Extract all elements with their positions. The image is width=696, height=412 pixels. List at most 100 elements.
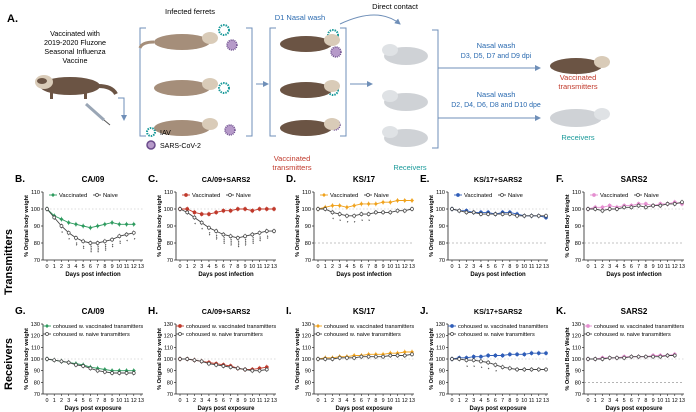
data-point: [74, 362, 78, 367]
panel-letter: G.: [15, 306, 26, 317]
data-point: [529, 367, 534, 372]
significance-marker: *: [59, 231, 64, 233]
x-tick-label: 13: [543, 264, 549, 270]
x-tick-label: 5: [82, 264, 85, 270]
data-point: [52, 358, 57, 363]
chart-title: SARS2: [621, 175, 648, 184]
legend-label: cohoused w. vaccinated transmitters: [458, 324, 548, 330]
data-point: [110, 237, 114, 242]
y-tick-label: 80: [167, 380, 173, 386]
data-point: [52, 215, 57, 220]
x-tick-label: 11: [665, 398, 671, 404]
y-tick-label: 80: [34, 380, 40, 386]
x-tick-label: 10: [116, 264, 122, 270]
y-tick-label: 110: [572, 190, 581, 196]
y-tick-label: 80: [34, 241, 40, 247]
data-point: [593, 357, 598, 361]
x-tick-label: 8: [374, 264, 377, 270]
data-point: [493, 212, 498, 216]
data-point: [486, 360, 491, 365]
data-point: [629, 354, 634, 359]
x-tick-label: 8: [644, 398, 647, 404]
x-tick-label: 7: [229, 398, 232, 404]
data-point: [388, 210, 393, 215]
x-tick-label: 2: [193, 264, 196, 270]
data-point: [381, 354, 385, 359]
data-point: [536, 351, 541, 356]
legend-marker: [228, 193, 232, 197]
data-point: [586, 357, 590, 361]
data-point: [207, 225, 211, 230]
x-tick-label: 9: [244, 398, 247, 404]
y-tick-label: 70: [439, 392, 445, 398]
data-point: [388, 353, 393, 358]
legend-sars-icon: [146, 140, 156, 150]
y-tick-label: 90: [439, 224, 445, 230]
data-point: [45, 207, 49, 211]
data-point: [235, 207, 240, 211]
data-point: [479, 359, 483, 364]
data-point: [185, 357, 190, 361]
data-point: [643, 354, 648, 359]
x-tick-label: 10: [657, 264, 663, 270]
data-point: [272, 229, 276, 233]
x-tick-label: 1: [458, 264, 461, 270]
vaccinated-transmitter-2: [280, 80, 340, 98]
data-point: [658, 203, 663, 208]
significance-marker: *: [359, 219, 364, 221]
receiver-ferret-3: [382, 126, 428, 147]
data-point: [500, 353, 505, 358]
x-tick-label: 13: [138, 264, 144, 270]
significance-marker: **: [110, 244, 115, 248]
data-point: [257, 230, 262, 235]
data-point: [192, 215, 197, 220]
data-point: [345, 355, 349, 360]
y-tick-label: 90: [305, 224, 311, 230]
x-tick-label: 1: [324, 264, 327, 270]
y-axis-label: % Original body weight: [429, 328, 435, 390]
y-tick-label: 110: [302, 345, 311, 351]
data-point: [622, 355, 627, 360]
x-tick-label: 13: [679, 264, 685, 270]
data-point: [643, 205, 648, 210]
data-point: [615, 207, 619, 211]
x-tick-label: 9: [382, 398, 385, 404]
legend-marker: [456, 193, 460, 197]
x-tick-label: 10: [249, 398, 255, 404]
data-point: [402, 350, 407, 354]
data-point: [117, 371, 122, 375]
data-point: [402, 198, 407, 203]
x-tick-label: 1: [186, 264, 189, 270]
data-point: [651, 354, 655, 359]
x-tick-label: 2: [331, 264, 334, 270]
data-point: [221, 232, 226, 237]
y-tick-label: 80: [305, 380, 311, 386]
y-axis-label: % Original body weight: [295, 195, 301, 257]
y-tick-label: 70: [34, 392, 40, 398]
x-tick-label: 13: [271, 398, 277, 404]
data-point: [366, 212, 371, 216]
legend-label: Naive: [644, 193, 659, 199]
x-tick-label: 5: [623, 264, 626, 270]
x-tick-label: 6: [89, 264, 92, 270]
x-tick-label: 8: [508, 398, 511, 404]
y-axis-label: % Original body weight: [24, 195, 30, 257]
output-receiver: [550, 108, 610, 127]
data-point: [124, 222, 129, 227]
chart-title: CA/09+SARS2: [202, 307, 251, 316]
data-point: [366, 354, 371, 359]
data-point: [199, 359, 204, 364]
data-point: [600, 357, 605, 361]
data-point: [124, 232, 129, 237]
y-tick-label: 120: [302, 334, 311, 340]
x-tick-label: 3: [67, 264, 70, 270]
x-tick-label: 12: [672, 264, 678, 270]
significance-marker: ****: [243, 239, 248, 246]
data-point: [81, 239, 86, 244]
data-point: [471, 210, 476, 215]
x-axis-label: Days post infection: [65, 272, 121, 278]
significance-marker: ****: [88, 245, 93, 252]
x-tick-label: 10: [387, 264, 393, 270]
